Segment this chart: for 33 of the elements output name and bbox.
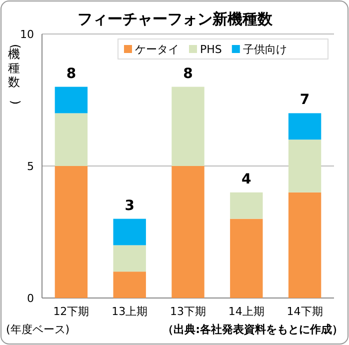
x-tick-label: 13上期 — [112, 305, 148, 318]
bar — [172, 86, 204, 166]
legend-label: PHS — [200, 43, 222, 56]
x-tick-label: 14上期 — [228, 305, 264, 318]
legend-label: 子供向け — [242, 43, 287, 56]
legend-label: ケータイ — [135, 43, 179, 56]
y-axis-title: (機種数) — [8, 44, 23, 105]
bar — [172, 166, 204, 298]
text: (年度ベース) — [6, 323, 70, 336]
bar — [288, 113, 322, 140]
bar — [113, 245, 146, 272]
chart-title: フィーチャーフォン新機種数 — [78, 10, 274, 28]
total-label: 3 — [124, 198, 134, 214]
bar — [288, 140, 322, 192]
total-label: 7 — [300, 92, 310, 108]
bar — [230, 218, 263, 298]
bar — [288, 192, 322, 298]
x-tick-label: 12下期 — [53, 305, 90, 318]
y-tick-label: 0 — [27, 292, 34, 305]
y-tick-label: 10 — [20, 28, 34, 41]
bar — [113, 272, 146, 298]
bar — [54, 113, 88, 166]
total-label: 8 — [183, 66, 193, 82]
text: （出典:各社発表資料をもとに作成） — [162, 323, 343, 336]
bar — [113, 218, 146, 246]
x-tick-label: 13下期 — [170, 305, 206, 318]
x-tick-label: 14下期 — [286, 305, 323, 318]
bar — [230, 192, 263, 219]
y-tick-label: 5 — [27, 160, 34, 173]
bar — [54, 86, 88, 114]
bar — [54, 166, 88, 298]
total-label: 8 — [66, 66, 76, 82]
total-label: 4 — [242, 171, 252, 188]
